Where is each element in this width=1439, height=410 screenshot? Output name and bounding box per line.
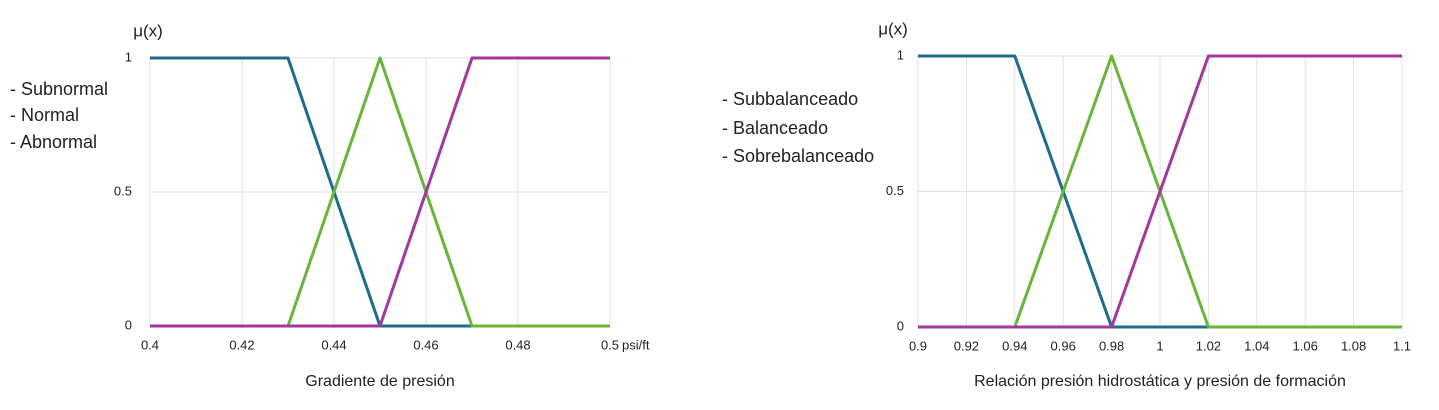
legend-label: - Abnormal (10, 132, 97, 152)
y-axis-title: μ(x) (133, 21, 163, 40)
x-tick-label: 0.44 (321, 337, 346, 352)
x-tick-label: 1.06 (1293, 338, 1318, 353)
x-tick-label: 0.46 (413, 337, 438, 352)
legend-label: - Subnormal (10, 79, 108, 99)
x-tick-label: 0.94 (1002, 338, 1027, 353)
y-tick-label: 1 (125, 49, 132, 64)
x-tick-label: 1.08 (1341, 338, 1366, 353)
x-tick-label: 0.48 (505, 337, 530, 352)
x-tick-label: 0.92 (954, 338, 979, 353)
x-tick-label: 1.1 (1393, 338, 1411, 353)
x-tick-label: 1.02 (1196, 338, 1221, 353)
x-tick-label: 0.96 (1051, 338, 1076, 353)
x-tick-label: 0.9 (909, 338, 927, 353)
y-tick-label: 0 (897, 318, 904, 333)
legend-label: - Normal (10, 105, 79, 125)
x-tick-label: 0.4 (141, 337, 159, 352)
x-tick-label: 0.98 (1099, 338, 1124, 353)
legend-label: - Balanceado (722, 118, 828, 138)
series-line (150, 56, 610, 328)
y-tick-label: 0 (125, 317, 132, 332)
x-axis-title: Relación presión hidrostática y presión … (974, 373, 1346, 390)
legend-label: - Subbalanceado (722, 89, 858, 109)
x-tick-label: 1 (1156, 338, 1163, 353)
x-unit: psi/ft (622, 337, 650, 352)
x-tick-label: 0.42 (229, 337, 254, 352)
y-tick-label: 0.5 (114, 183, 132, 198)
legend-label: - Sobrebalanceado (722, 146, 874, 166)
series-line (918, 54, 1402, 329)
y-axis-title: μ(x) (878, 19, 908, 38)
x-tick-label: 1.04 (1244, 338, 1269, 353)
x-tick-label: 0.5 (601, 337, 619, 352)
x-axis-title: Gradiente de presión (305, 373, 454, 390)
y-tick-label: 0.5 (886, 183, 904, 198)
y-tick-label: 1 (897, 47, 904, 62)
